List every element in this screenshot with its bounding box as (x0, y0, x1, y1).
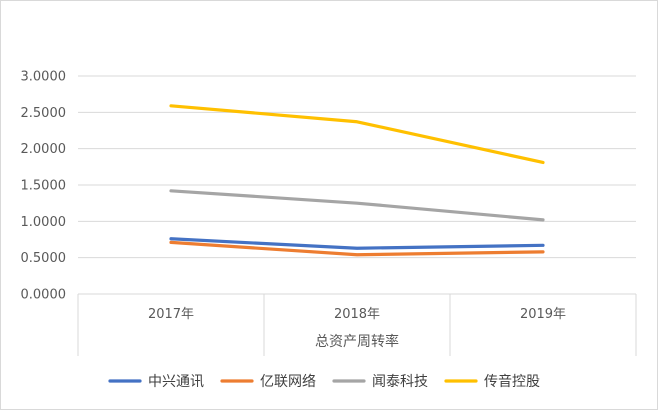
legend-label: 闻泰科技 (372, 374, 428, 390)
x-tick-label: 2019年 (520, 307, 566, 322)
y-tick-label: 0.5000 (21, 251, 67, 266)
legend-label: 亿联网络 (260, 374, 316, 390)
legend: 中兴通讯 亿联网络 闻泰科技 传音控股 (108, 373, 540, 390)
series-line (169, 237, 545, 250)
series-line (169, 104, 545, 165)
y-tick-label: 2.0000 (21, 142, 67, 157)
x-tick-labels: 2017年 2018年 2019年 (148, 307, 566, 322)
x-tick-label: 2018年 (334, 307, 380, 322)
gridlines (77, 75, 637, 356)
series-line (169, 189, 545, 222)
legend-label: 传音控股 (484, 373, 540, 390)
y-tick-labels: 0.0000 0.5000 1.0000 1.5000 2.0000 2.5000 3.00… (21, 70, 67, 303)
y-tick-label: 0.0000 (21, 288, 67, 303)
y-tick-label: 1.5000 (21, 179, 67, 194)
series-lines (169, 104, 545, 257)
y-tick-label: 2.5000 (21, 106, 67, 121)
legend-label: 中兴通讯 (148, 374, 204, 390)
series-line (169, 240, 545, 257)
x-axis-title: 总资产周转率 (315, 333, 399, 350)
y-tick-label: 3.0000 (21, 70, 67, 85)
y-tick-label: 1.0000 (21, 215, 67, 230)
x-tick-label: 2017年 (148, 307, 194, 322)
